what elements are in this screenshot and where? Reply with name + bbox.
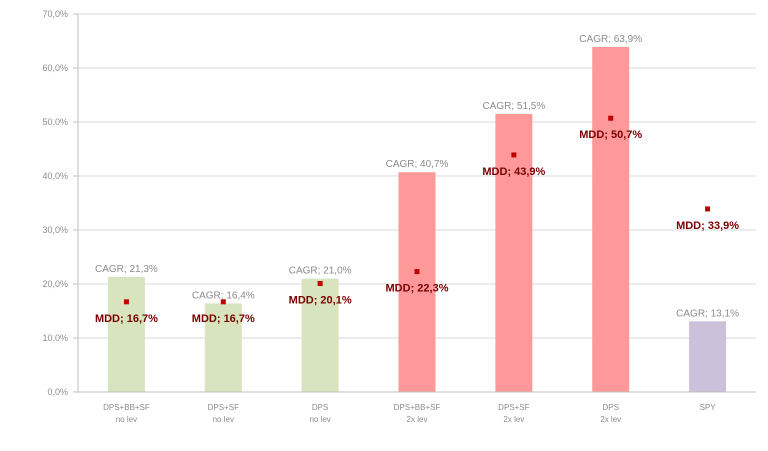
mdd-data-label: MDD; 16,7% [95,313,158,325]
mdd-marker [317,280,323,286]
y-axis: 0,0% 10,0% 20,0% 30,0% 40,0% 50,0% 60,0% 70,0% [42,9,79,397]
y-tick-label: 70,0% [42,9,68,19]
cagr-data-label: CAGR; 51,5% [482,101,545,112]
cagr-bar [592,46,630,392]
cagr-data-label: CAGR; 13,1% [676,308,739,319]
mdd-data-label: MDD; 16,7% [192,313,255,325]
x-category-label: no lev [213,415,234,424]
cagr-data-label: CAGR; 21,3% [95,264,158,275]
mdd-data-label: MDD; 50,7% [579,129,642,141]
x-category-label: 2x lev [407,415,428,424]
cagr-bar [495,113,533,393]
mdd-data-label: MDD; 22,3% [386,283,449,295]
mdd-data-label: MDD; 33,9% [676,220,739,232]
x-category-label: DPS [602,403,618,412]
x-category-label: DPS+BB+SF [394,403,441,412]
y-tick-label: 0,0% [47,387,68,397]
y-tick-label: 10,0% [42,333,68,343]
mdd-marker [705,206,711,212]
cagr-labels: CAGR; 21,3% CAGR; 16,4% CAGR; 21,0% CAGR; 4… [95,34,739,319]
cagr-bar [107,276,145,392]
y-tick-label: 50,0% [42,117,68,127]
cagr-data-label: CAGR; 21,0% [289,266,352,277]
mdd-marker [511,152,517,158]
mdd-marker [220,299,226,305]
x-category-label: 2x lev [600,415,621,424]
x-category-label: DPS [312,403,328,412]
mdd-data-label: MDD; 20,1% [289,294,352,306]
x-category-label: 2x lev [503,415,524,424]
cagr-bar [689,321,727,392]
cagr-bar [301,278,339,392]
y-tick-label: 20,0% [42,279,68,289]
y-tick-label: 60,0% [42,63,68,73]
y-tick-label: 40,0% [42,171,68,181]
mdd-marker [123,299,129,305]
mdd-data-label: MDD; 43,9% [482,166,545,178]
cagr-data-label: CAGR; 40,7% [386,159,449,170]
mdd-markers [123,115,711,305]
x-category-label: DPS+BB+SF [103,403,150,412]
x-category-label: SPY [700,403,717,412]
mdd-marker [608,115,614,121]
mdd-marker [414,269,420,275]
x-category-label: no lev [116,415,137,424]
x-category-label: DPS+SF [498,403,529,412]
x-axis: DPS+BB+SF no lev DPS+SF no lev DPS no lev DPS+… [78,391,756,424]
x-category-label: DPS+SF [208,403,239,412]
y-tick-label: 30,0% [42,225,68,235]
x-category-label: no lev [309,415,330,424]
cagr-bar [204,303,242,392]
cagr-data-label: CAGR; 63,9% [579,34,642,45]
cagr-bar [398,172,436,392]
cagr-bars [107,46,727,393]
cagr-data-label: CAGR; 16,4% [192,290,255,301]
mdd-labels: MDD; 16,7% MDD; 16,7% MDD; 20,1% MDD; 22,3%… [95,129,739,325]
